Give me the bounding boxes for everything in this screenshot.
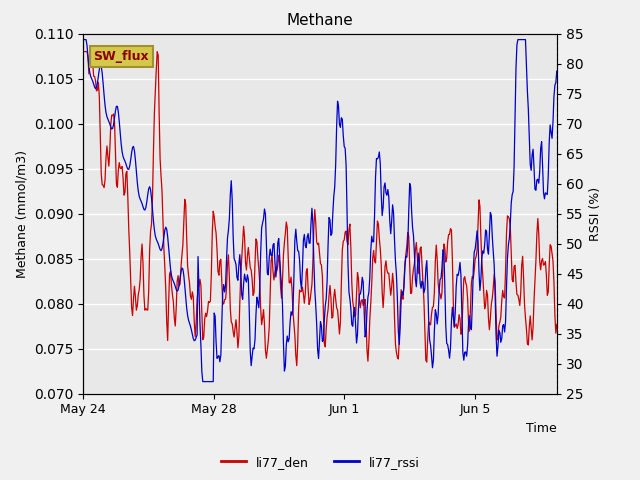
- Y-axis label: Methane (mmol/m3): Methane (mmol/m3): [15, 150, 28, 277]
- Title: Methane: Methane: [287, 13, 353, 28]
- li77_den: [337, 319, 344, 325]
- li77_rssi: [199, 379, 207, 384]
- Line: li77_den: li77_den: [83, 51, 557, 366]
- Y-axis label: RSSI (%): RSSI (%): [589, 187, 602, 240]
- li77_rssi: [79, 36, 87, 42]
- li77_den: [79, 48, 87, 54]
- li77_rssi: [468, 301, 476, 307]
- li77_den: [362, 315, 370, 321]
- li77_den: [543, 272, 550, 278]
- Text: SW_flux: SW_flux: [93, 50, 149, 63]
- li77_den: [308, 281, 316, 287]
- X-axis label: Time: Time: [526, 422, 557, 435]
- li77_rssi: [553, 68, 561, 74]
- li77_den: [468, 274, 476, 279]
- Line: li77_rssi: li77_rssi: [83, 39, 557, 382]
- li77_rssi: [308, 205, 316, 211]
- li77_rssi: [305, 240, 313, 246]
- li77_den: [293, 363, 301, 369]
- li77_den: [553, 322, 561, 327]
- li77_rssi: [543, 191, 550, 196]
- li77_rssi: [362, 331, 370, 336]
- li77_rssi: [337, 125, 344, 131]
- Legend: li77_den, li77_rssi: li77_den, li77_rssi: [216, 451, 424, 474]
- li77_den: [305, 301, 313, 307]
